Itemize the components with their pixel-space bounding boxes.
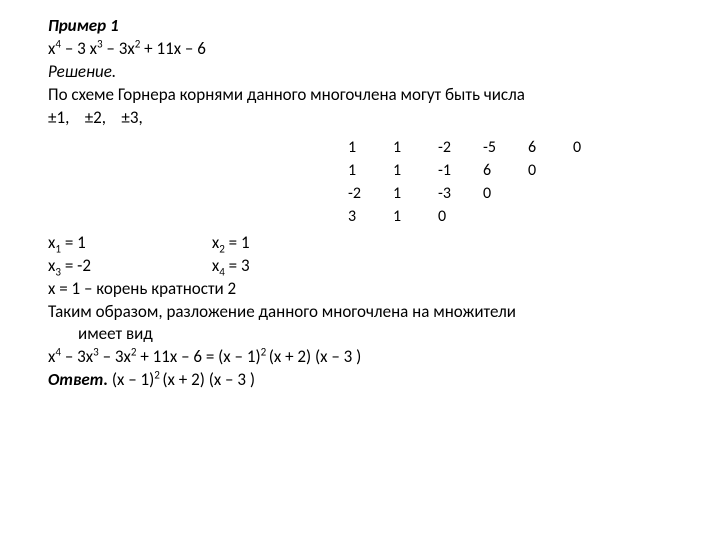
- cell: 1: [393, 159, 438, 182]
- cell: 6: [528, 136, 573, 159]
- answer-pre: (х – 1): [108, 369, 154, 390]
- example-title: Пример 1: [48, 15, 672, 38]
- fact-lhs4: + 11х – 6 = (х – 1): [136, 346, 260, 367]
- cell: 1: [393, 136, 438, 159]
- answer-line: Ответ. (х – 1)2 (х + 2) (х – 3 ): [48, 369, 672, 392]
- cell: [573, 182, 618, 205]
- factorization-intro-2: имеет вид: [48, 323, 672, 346]
- cell: -1: [438, 159, 483, 182]
- root-x2: х2 = 1: [212, 232, 250, 255]
- fact-rhs: (х + 2) (х – 3 ): [269, 346, 362, 367]
- poly-t3: – 3х: [103, 38, 135, 59]
- cell: [528, 205, 573, 228]
- cell: -2: [438, 136, 483, 159]
- cell: 6: [483, 159, 528, 182]
- polynomial: x4 – 3 х3 – 3х2 + 11х – 6: [48, 38, 672, 61]
- root-x1: x1 = 1: [48, 232, 208, 255]
- cell: 0: [528, 159, 573, 182]
- table-row: -2 1 -3 0: [348, 182, 618, 205]
- root-post: = 3: [225, 255, 250, 276]
- cell: 0: [573, 136, 618, 159]
- table-row: 1 1 -2 -5 6 0: [348, 136, 618, 159]
- root-x3: x3 = -2: [48, 255, 208, 278]
- factorization-intro: Таким образом, разложение данного многоч…: [48, 301, 672, 324]
- cell: [573, 159, 618, 182]
- horner-table: 1 1 -2 -5 6 0 1 1 -1 6 0 -2 1 -3 0 3 1 0: [348, 136, 672, 228]
- solution-label: Решение.: [48, 61, 672, 84]
- cell: -2: [348, 182, 393, 205]
- root-post: = 1: [225, 232, 250, 253]
- poly-t2: – 3 х: [61, 38, 97, 59]
- horner-text: По схеме Горнера корнями данного многочл…: [48, 84, 672, 107]
- cell: 0: [483, 182, 528, 205]
- cell: -5: [483, 136, 528, 159]
- poly-tail: + 11х – 6: [140, 38, 206, 59]
- table-row: 1 1 -1 6 0: [348, 159, 618, 182]
- multiplicity-root: х = 1 – корень кратности 2: [48, 278, 672, 301]
- candidates: ±1, ±2, ±3,: [48, 107, 672, 130]
- cell: 0: [438, 205, 483, 228]
- cell: [528, 182, 573, 205]
- fact-lhs2: – 3х: [61, 346, 93, 367]
- table-row: 3 1 0: [348, 205, 618, 228]
- root-x4: х4 = 3: [212, 255, 250, 278]
- fact-lhs3: – 3х: [99, 346, 131, 367]
- root-post: = 1: [61, 232, 86, 253]
- cell: 1: [348, 159, 393, 182]
- cell: [483, 205, 528, 228]
- factorization: х4 – 3х3 – 3х2 + 11х – 6 = (х – 1)2 (х +…: [48, 346, 672, 369]
- cell: 3: [348, 205, 393, 228]
- answer-label: Ответ.: [48, 369, 108, 390]
- cell: 1: [393, 205, 438, 228]
- cell: 1: [348, 136, 393, 159]
- cell: -3: [438, 182, 483, 205]
- slide-content: { "title": "Пример 1", "poly_leading": "…: [0, 0, 720, 392]
- cell: 1: [393, 182, 438, 205]
- roots-row-2: x3 = -2 х4 = 3: [48, 255, 672, 278]
- fact-sq: 2: [261, 345, 269, 359]
- answer-rest: (х + 2) (х – 3 ): [162, 369, 255, 390]
- roots-row-1: x1 = 1 х2 = 1: [48, 232, 672, 255]
- cell: [573, 205, 618, 228]
- root-post: = -2: [61, 255, 91, 276]
